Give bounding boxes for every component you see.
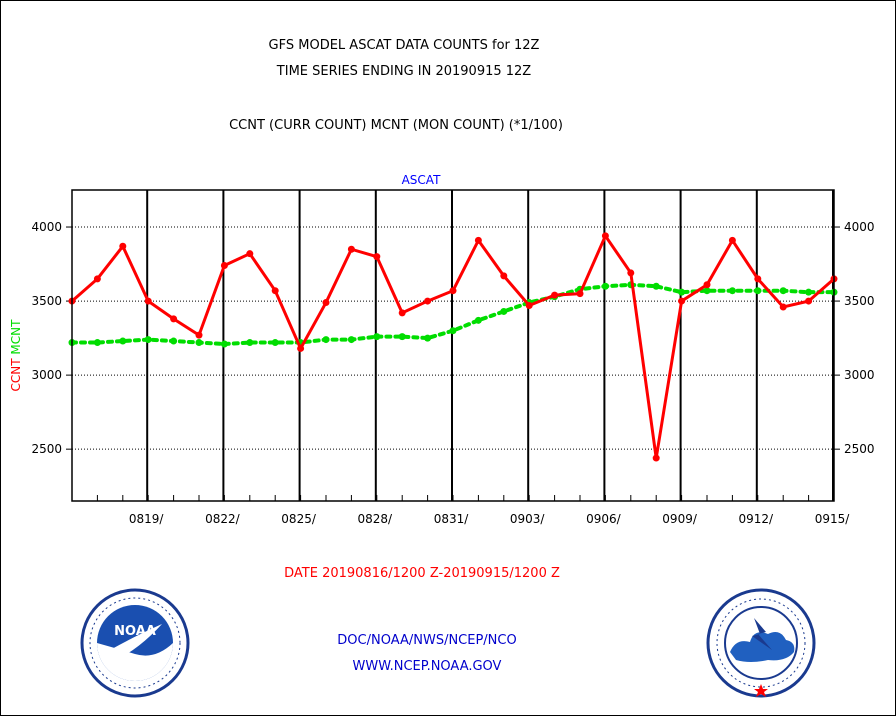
data-point-ccnt [449,287,457,295]
data-point-ccnt [119,242,127,250]
noaa-logo-icon: NOAA [80,588,190,698]
data-point-mcnt [398,333,406,341]
data-point-ccnt [576,290,584,298]
y-tick-label-right: 3000 [844,368,875,382]
x-tick-label: 0822/ [205,512,241,526]
data-point-mcnt [805,288,813,296]
data-point-ccnt [652,454,660,462]
data-point-mcnt [728,287,736,295]
data-point-ccnt [424,297,432,305]
y-tick-label-right: 2500 [844,442,875,456]
chart-title-line1: GFS MODEL ASCAT DATA COUNTS for 12Z [268,38,540,53]
org-line-label: DOC/NOAA/NWS/NCEP/NCO [337,633,517,648]
data-point-ccnt [297,344,305,352]
data-point-ccnt [805,297,813,305]
chart-title-line2: TIME SERIES ENDING IN 20190915 12Z [276,64,532,79]
data-point-ccnt [601,232,609,240]
series-ccnt [68,232,838,462]
y-tick-label-left: 3500 [31,294,62,308]
data-point-ccnt [525,302,533,310]
data-point-ccnt [551,291,559,299]
x-tick-label: 0903/ [510,512,546,526]
data-point-ccnt [703,281,711,289]
y-tick-label-left: 4000 [31,220,62,234]
data-point-mcnt [322,336,330,344]
data-point-ccnt [779,303,787,311]
x-tick-label: 0915/ [815,512,851,526]
ncep-url-link[interactable]: WWW.NCEP.NOAA.GOV [352,659,502,674]
x-tick-label: 0906/ [586,512,622,526]
data-point-ccnt [195,331,203,339]
data-point-mcnt [271,339,279,347]
plot-border [71,189,835,502]
data-point-mcnt [93,339,101,347]
y-axis-label-ccnt: CCNT [9,358,23,392]
data-point-ccnt [500,272,508,280]
data-point-ccnt [144,297,152,305]
y-axis-label-mcnt: MCNT [9,319,23,359]
data-point-ccnt [322,299,330,307]
data-point-mcnt [500,307,508,315]
data-point-ccnt [220,262,228,270]
data-point-ccnt [93,275,101,283]
data-point-mcnt [678,288,686,296]
data-point-mcnt [754,287,762,295]
series-mcnt [68,281,838,348]
data-point-mcnt [424,334,432,342]
y-axis-label: CCNT MCNT [9,319,23,392]
x-tick-label: 0828/ [358,512,394,526]
y-tick-label-left: 2500 [31,442,62,456]
data-point-ccnt [754,275,762,283]
panel-title: ASCAT [402,173,441,187]
data-point-mcnt [703,287,711,295]
chart-subtitle: CCNT (CURR COUNT) MCNT (MON COUNT) (*1/1… [229,118,563,133]
data-point-ccnt [728,236,736,244]
data-point-mcnt [144,336,152,344]
data-point-mcnt [449,327,457,335]
data-point-ccnt [271,287,279,295]
nws-logo-icon [706,588,816,698]
y-tick-label-right: 3500 [844,294,875,308]
x-tick-label: 0819/ [129,512,165,526]
data-point-ccnt [398,309,406,317]
data-point-ccnt [170,315,178,323]
data-point-mcnt [246,339,254,347]
data-point-mcnt [601,282,609,290]
data-point-mcnt [779,287,787,295]
y-tick-label-right: 4000 [844,220,875,234]
x-tick-label: 0912/ [739,512,775,526]
data-point-mcnt [170,337,178,345]
y-tick-label-left: 3000 [31,368,62,382]
noaa-logo-text: NOAA [114,624,156,639]
data-point-mcnt [220,340,228,348]
date-range-label: DATE 20190816/1200 Z-20190915/1200 Z [284,566,560,581]
data-point-mcnt [474,316,482,324]
data-point-ccnt [246,250,254,258]
data-point-mcnt [195,339,203,347]
data-point-mcnt [652,282,660,290]
data-point-mcnt [347,336,355,344]
data-point-mcnt [373,333,381,341]
data-point-mcnt [119,337,127,345]
data-point-ccnt [373,253,381,261]
data-point-ccnt [678,297,686,305]
data-point-ccnt [627,269,635,277]
x-tick-label: 0909/ [662,512,698,526]
data-point-ccnt [347,245,355,253]
x-tick-label: 0831/ [434,512,470,526]
data-point-ccnt [474,236,482,244]
x-tick-label: 0825/ [281,512,317,526]
